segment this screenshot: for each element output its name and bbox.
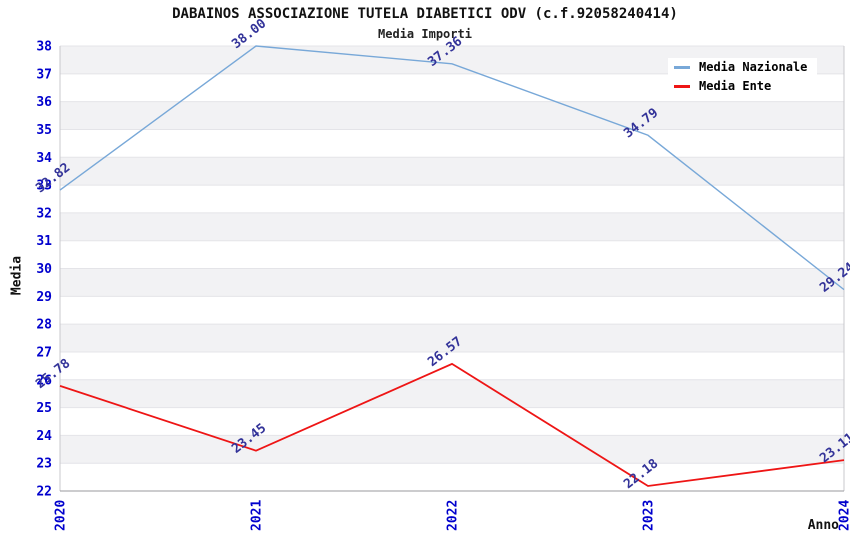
y-axis-title: Media: [9, 255, 25, 296]
y-tick-label: 27: [36, 345, 52, 360]
series-line-media-ente: [59, 362, 845, 487]
legend-item-media-ente: Media Ente: [668, 77, 818, 96]
y-tick-label: 35: [36, 123, 52, 138]
y-tick-label: 23: [36, 457, 52, 472]
grid-band: [60, 212, 844, 241]
y-tick-label: 25: [36, 401, 52, 416]
grid-band: [60, 157, 844, 186]
x-axis-title: Anno: [807, 518, 839, 533]
legend-label-media-nazionale: Media Nazionale: [699, 60, 808, 74]
y-tick-label: 38: [36, 40, 52, 55]
x-tick-label: 2021: [250, 500, 265, 531]
grid-band: [60, 435, 844, 464]
x-tick-label: 2022: [446, 500, 461, 531]
y-tick-label: 33: [36, 179, 52, 194]
y-tick-label: 24: [36, 429, 52, 444]
chart-subtitle: Media Importi: [378, 27, 472, 41]
grid-band: [60, 379, 844, 408]
y-tick-label: 36: [36, 95, 52, 110]
y-tick-label: 31: [36, 234, 52, 249]
grid-band: [60, 324, 844, 352]
y-tick-label: 34: [36, 151, 52, 166]
y-tick-label: 37: [36, 67, 52, 82]
grid-band: [60, 268, 844, 297]
y-tick-label: 29: [36, 290, 52, 305]
y-tick-label: 32: [36, 206, 52, 221]
legend-label-media-ente: Media Ente: [699, 79, 772, 93]
legend: Media Nazionale Media Ente: [668, 58, 818, 96]
x-tick-label: 2024: [838, 500, 850, 531]
legend-marker-media-ente: [674, 85, 690, 88]
y-tick-label: 30: [36, 262, 52, 277]
legend-marker-media-nazionale: [674, 66, 690, 69]
grid-band: [60, 101, 844, 130]
y-tick-label: 26: [36, 373, 52, 388]
y-tick-label: 22: [36, 485, 52, 500]
x-tick-label: 2023: [642, 500, 657, 531]
series-line-media-nazionale: [59, 45, 845, 291]
y-tick-label: 28: [36, 318, 52, 333]
x-tick-label: 2020: [54, 500, 69, 531]
legend-item-media-nazionale: Media Nazionale: [668, 58, 818, 77]
chart-title: DABAINOS ASSOCIAZIONE TUTELA DIABETICI O…: [172, 6, 678, 22]
